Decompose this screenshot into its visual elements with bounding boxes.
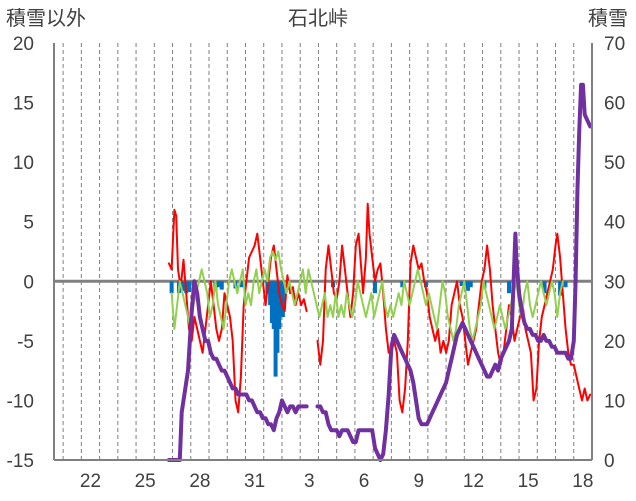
blue-bar [465,281,470,291]
blue-bar [180,281,185,291]
x-tick-label: 6 [359,471,370,492]
right-tick-label: 60 [604,94,625,115]
left-tick-label: -15 [7,451,34,472]
left-tick-label: 5 [23,213,34,234]
left-axis-title: 積雪以外 [6,6,86,30]
blue-bar [277,281,282,329]
blue-bar [558,281,563,296]
right-tick-label: 20 [604,332,625,353]
blue-bar [169,281,174,294]
x-tick-label: 28 [189,471,210,492]
left-tick-label: -5 [17,332,34,353]
red-series-line [167,202,592,414]
right-tick-label: 70 [604,34,625,55]
right-y-ticks: 70 60 50 40 30 20 10 0 [604,34,625,472]
left-tick-label: 20 [13,34,34,55]
blue-bar [400,281,405,288]
right-tick-label: 0 [604,451,615,472]
left-tick-label: -10 [7,391,34,412]
plot-frame [53,43,593,461]
lines-layer [166,82,593,462]
x-tick-label: 31 [244,471,265,492]
x-tick-label: 18 [572,471,593,492]
green-series-line [170,250,564,342]
right-tick-label: 40 [604,213,625,234]
chart-title: 石北峠 [288,6,348,30]
blue-bar [280,281,285,318]
blue-bar [186,281,191,293]
right-tick-label: 30 [604,272,625,293]
left-y-ticks: 20 15 10 5 0 -5 -10 -15 [7,34,34,472]
left-tick-label: 15 [13,94,34,115]
grid-lines [54,43,593,460]
x-tick-label: 3 [304,471,315,492]
x-tick-label: 15 [518,471,539,492]
blue-bar [563,281,568,288]
blue-bar [459,281,464,287]
left-tick-label: 0 [23,272,34,293]
x-ticks: 22 25 28 31 3 6 9 12 15 18 [80,471,594,492]
x-tick-label: 25 [135,471,156,492]
blue-bar [217,281,222,288]
blue-bar [424,281,429,288]
x-tick-label: 9 [413,471,424,492]
right-tick-label: 50 [604,153,625,174]
blue-bar [507,281,512,294]
left-tick-label: 10 [13,153,34,174]
bars-layer [169,281,568,377]
blue-bar [542,281,547,294]
right-tick-label: 10 [604,391,625,412]
x-tick-label: 22 [80,471,101,492]
blue-bar [219,281,224,290]
blue-bar [468,281,473,288]
blue-bar [372,281,377,294]
purple-series-line [166,82,593,462]
right-axis-title: 積雪 [588,6,628,30]
blue-bar [239,281,244,288]
x-tick-label: 12 [463,471,484,492]
